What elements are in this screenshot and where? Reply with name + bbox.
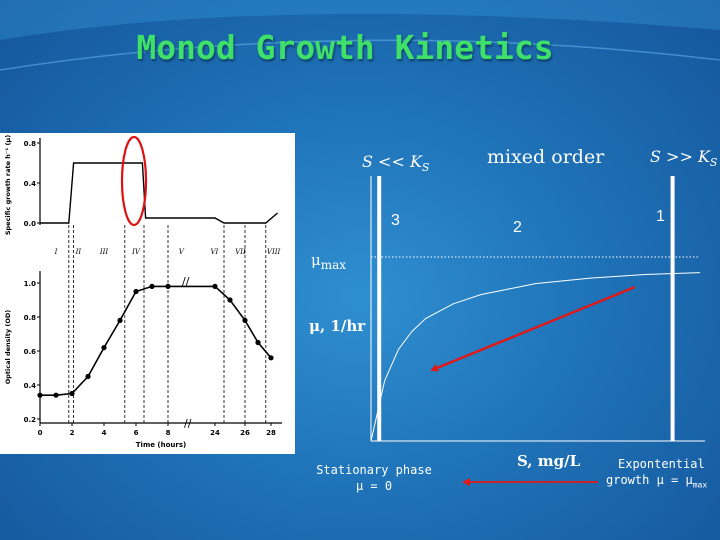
optical-density-point bbox=[165, 283, 171, 289]
red-highlight-ellipse bbox=[120, 135, 148, 227]
optical-density-point bbox=[85, 373, 91, 380]
regime-boundary-bar bbox=[670, 176, 675, 441]
top-y-axis-title: Specific growth rate h⁻¹ (μ) bbox=[4, 135, 12, 235]
optical-density-point bbox=[268, 355, 274, 361]
x-axis-break: // bbox=[184, 417, 192, 430]
growth-curve-chart: ////0.00.40.80.20.40.60.81.00 2 4 6 8 24 26 28T… bbox=[4, 135, 282, 449]
optical-density-point bbox=[37, 392, 43, 398]
optical-density-point bbox=[149, 283, 155, 289]
top-y-tick-label: 0.8 bbox=[24, 140, 37, 148]
x-axis-title: Time (hours) bbox=[136, 441, 186, 449]
regime-boundary-bar bbox=[377, 176, 382, 441]
optical-density-point bbox=[133, 288, 139, 295]
growth-curve-figure: ////0.0 0.4 0.8 0.2 0.4 0.6 0.8 1.0 0 2 4 6 8 24 26 28 T… bbox=[0, 133, 295, 454]
y-axis-label: μ, 1/hr bbox=[309, 317, 366, 335]
specific-growth-rate-curve bbox=[40, 162, 278, 224]
phase-label: IV bbox=[131, 248, 141, 256]
x-tick-label: 6 bbox=[134, 429, 139, 437]
monod-curve bbox=[370, 272, 701, 442]
red-diagonal-arrow bbox=[430, 285, 636, 372]
bottom-y-tick-label: 0.2 bbox=[24, 416, 37, 424]
order-mixed-number: 2 bbox=[513, 219, 522, 236]
x-tick-label: 2 bbox=[70, 429, 75, 437]
x-tick-label: 0 bbox=[38, 429, 43, 437]
regime-low-label: S << KS bbox=[362, 152, 430, 175]
top-y-tick-label: 0.0 bbox=[24, 220, 37, 228]
slide-title: Monod Growth Kinetics bbox=[136, 28, 554, 67]
x-tick-label: 26 bbox=[240, 429, 250, 437]
optical-density-point bbox=[212, 283, 218, 289]
order-high-number: 1 bbox=[656, 208, 665, 225]
phase-label: II bbox=[75, 248, 82, 256]
x-axis-label: S, mg/L bbox=[517, 452, 581, 470]
phase-label: I bbox=[54, 248, 58, 256]
bottom-y-axis-title: Optical density (OD) bbox=[4, 310, 12, 385]
order-low-number: 3 bbox=[391, 212, 400, 229]
bottom-y-tick-label: 1.0 bbox=[24, 280, 37, 288]
optical-density-point bbox=[242, 317, 248, 323]
stationary-phase-note: Stationary phase μ = 0 bbox=[316, 463, 432, 493]
x-tick-label: 8 bbox=[166, 429, 171, 437]
bottom-y-tick-label: 0.6 bbox=[24, 348, 37, 356]
regime-high-label: S >> KS bbox=[650, 147, 718, 170]
background-swoosh bbox=[0, 0, 720, 71]
bottom-y-tick-label: 0.8 bbox=[24, 314, 37, 322]
phase-label: V bbox=[179, 248, 185, 256]
optical-density-point bbox=[101, 345, 107, 351]
x-tick-label: 28 bbox=[266, 429, 276, 437]
optical-density-point bbox=[255, 339, 261, 346]
exponential-growth-note: Expontential growth μ = μmax bbox=[606, 457, 708, 490]
regime-mixed-label: mixed order bbox=[487, 146, 605, 168]
top-y-tick-label: 0.4 bbox=[24, 180, 37, 188]
x-tick-label: 24 bbox=[210, 429, 220, 437]
phase-label: III bbox=[99, 248, 109, 256]
curve-break: // bbox=[182, 275, 190, 288]
optical-density-point bbox=[69, 390, 75, 397]
optical-density-curve bbox=[40, 285, 272, 396]
optical-density-point bbox=[53, 392, 59, 398]
mu-max-label: μmax bbox=[311, 251, 347, 272]
optical-density-point bbox=[227, 297, 233, 303]
phase-label: VII bbox=[235, 248, 246, 256]
phase-label: VIII bbox=[267, 248, 281, 256]
phase-label: VI bbox=[210, 248, 218, 256]
x-tick-label: 4 bbox=[102, 429, 107, 437]
optical-density-point bbox=[117, 317, 123, 323]
bottom-y-tick-label: 0.4 bbox=[24, 382, 37, 390]
